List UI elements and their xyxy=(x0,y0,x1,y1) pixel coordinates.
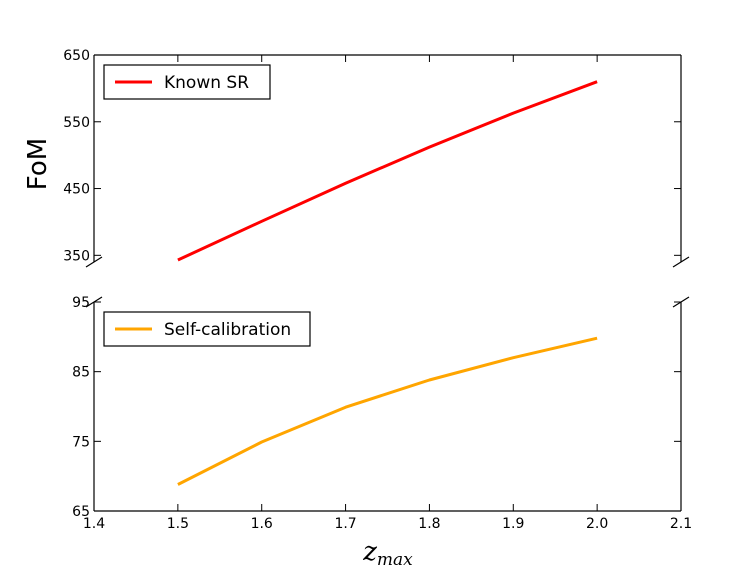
y-tick-label: 650 xyxy=(63,48,90,64)
y-tick-label: 65 xyxy=(72,504,90,520)
x-axis-label-subscript: max xyxy=(377,550,413,567)
x-tick-label: 1.7 xyxy=(334,516,356,532)
x-tick-label: 2.0 xyxy=(586,516,608,532)
x-axis-label-main: z xyxy=(362,537,377,567)
bottom-panel: 65 75 85 95 1.4 1.5 1.6 1.7 1.8 1.9 2.0 2.1 Self-cal… xyxy=(72,295,692,532)
series-line-known-sr xyxy=(177,80,598,262)
axis-break-mark-left xyxy=(85,256,103,268)
x-axis-label: zmax xyxy=(362,537,413,567)
y-axis-label: FoM xyxy=(23,138,53,190)
axis-break-mark-right xyxy=(672,256,690,268)
y-tick-label: 550 xyxy=(63,115,90,131)
y-tick-label: 95 xyxy=(72,295,90,311)
legend-label: Known SR xyxy=(164,73,249,93)
x-tick-label: 1.6 xyxy=(251,516,273,532)
y-tick-label: 450 xyxy=(63,182,90,198)
top-panel: 350 450 550 650 Known SR xyxy=(63,48,690,268)
x-tick-label: 2.1 xyxy=(670,516,692,532)
series-line-self-calibration xyxy=(177,336,598,486)
y-tick-label: 85 xyxy=(72,365,90,381)
x-tick-label: 1.4 xyxy=(83,516,105,532)
y-tick-label: 75 xyxy=(72,434,90,450)
x-tick-label: 1.9 xyxy=(502,516,524,532)
legend-label: Self-calibration xyxy=(164,320,291,340)
x-tick-label: 1.5 xyxy=(167,516,189,532)
x-tick-label: 1.8 xyxy=(418,516,440,532)
y-tick-label: 350 xyxy=(63,248,90,264)
